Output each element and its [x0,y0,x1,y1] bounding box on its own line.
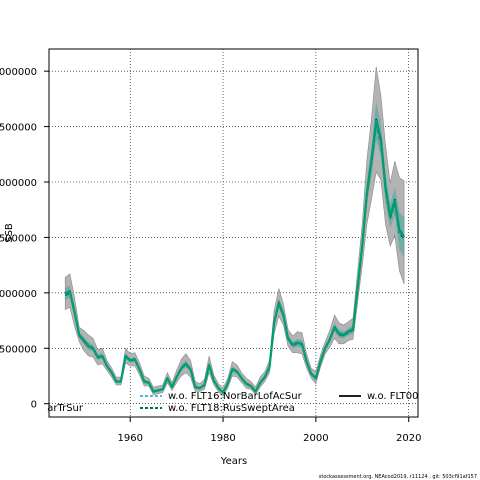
x-axis-label: Years [220,456,247,467]
legend-entry-artrsur: arTrSur [47,403,84,414]
ssb-confidence-band [64,66,405,397]
y-tick-label-5: 2500000 [0,123,37,134]
legend-entry-flt18: w.o. FLT18:RusSweptArea [140,403,295,414]
legend-entry-flt00: w.o. FLT00 [339,391,419,402]
legend-entry-flt16: w.o. FLT16:NorBarLofAcSur [140,391,303,402]
y-axis-label: SSB [4,223,15,243]
x-tick-label-2: 2000 [303,433,328,444]
y-tick-label-6: 3000000 [0,67,37,78]
legend-label-flt18: w.o. FLT18:RusSweptArea [168,403,295,414]
plot-frame [48,48,419,418]
x-tick-label-3: 2020 [396,433,421,444]
y-tick-label-4: 2000000 [0,178,37,189]
legend: w.o. FLT16:NorBarLofAcSur w.o. FLT18:Rus… [47,391,418,414]
legend-label-artrsur: arTrSur [47,403,84,414]
y-tick-label-3: 1500000 [0,233,37,244]
legend-label-flt00: w.o. FLT00 [367,391,419,402]
x-axis: 1960 1980 2000 2020 [117,417,421,444]
y-tick-label-1: 500000 [0,344,37,355]
x-tick-label-0: 1960 [117,433,142,444]
y-axis: 0 500000 1000000 1500000 2000000 2500000 30000… [0,67,49,411]
series-line-3 [64,119,405,394]
series-lines [64,116,405,394]
y-tick-label-2: 1000000 [0,289,37,300]
legend-label-flt16: w.o. FLT16:NorBarLofAcSur [168,391,303,402]
footer-credit: stockassessment.org, NEAcod2019, r11124 … [319,474,477,480]
confidence-band [64,66,405,397]
y-tick-label-0: 0 [31,400,37,411]
x-tick-label-1: 1980 [210,433,235,444]
